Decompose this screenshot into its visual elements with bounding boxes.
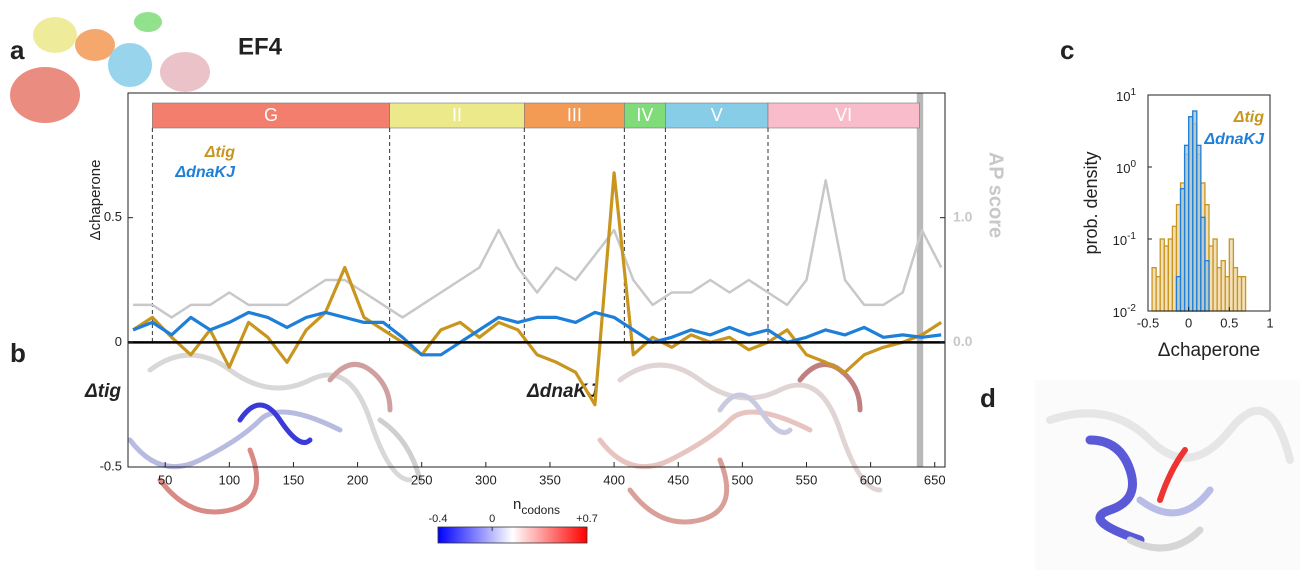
colorbar-label: -0.4 <box>429 513 448 525</box>
domain-bar <box>624 102 666 129</box>
domain-bar <box>524 102 625 129</box>
tick-base: 10 <box>1113 305 1127 320</box>
x-tick-label: 400 <box>603 472 625 487</box>
histogram-bar <box>1240 275 1247 312</box>
x-tick-label: 350 <box>539 472 561 487</box>
x-label-sub: codons <box>521 503 560 517</box>
x-tick-label: -0.5 <box>1137 315 1159 330</box>
plot-frame <box>1147 94 1271 312</box>
panel-label: c <box>1060 35 1074 65</box>
x-label-main: n <box>513 496 521 513</box>
panel-label: d <box>980 383 996 413</box>
structure-detail <box>1035 380 1300 570</box>
domain-label: III <box>567 105 582 125</box>
x-tick-label: 1 <box>1266 315 1273 330</box>
x-tick-label: 300 <box>475 472 497 487</box>
x-tick-label: 150 <box>283 472 305 487</box>
x-tick-label: 250 <box>411 472 433 487</box>
histogram-bar <box>1204 260 1210 312</box>
x-tick-label: 50 <box>158 472 172 487</box>
series-line <box>133 179 943 319</box>
series-line <box>132 171 943 407</box>
y2-tick-label: 1.0 <box>953 208 973 224</box>
tick-base: 10 <box>1116 161 1130 176</box>
x-tick-label: 450 <box>667 472 689 487</box>
domain-bar <box>665 102 769 129</box>
y-tick-label: 0 <box>115 334 122 349</box>
tick-exponent: 0 <box>1130 159 1136 170</box>
domain-label: IV <box>636 105 653 125</box>
tick-exponent: 1 <box>1130 87 1136 98</box>
legend-entry: ΔdnaKJ <box>1203 131 1265 148</box>
colorbar-label: 0 <box>489 513 495 525</box>
protein-thumbnail <box>10 12 210 123</box>
legend-entry: Δtig <box>1233 109 1265 126</box>
structure-label: Δtig <box>84 381 121 402</box>
y-tick-label: 100 <box>1116 159 1136 177</box>
protein-name: EF4 <box>238 33 283 60</box>
y2-tick-label: 0.0 <box>953 333 973 349</box>
legend-entry: ΔdnaKJ <box>174 164 236 181</box>
domain-bar <box>389 102 525 129</box>
domain-label: G <box>264 105 278 125</box>
y-tick-label: 0.5 <box>104 209 122 224</box>
tick-exponent: -1 <box>1127 231 1136 242</box>
tick-base: 10 <box>1116 89 1130 104</box>
domain-bar <box>767 102 920 129</box>
plot-frame <box>127 92 946 468</box>
colorbar <box>437 526 588 544</box>
x-tick-label: 650 <box>924 472 946 487</box>
y-axis-label: prob. density <box>1081 151 1101 254</box>
panel-label: a <box>10 35 25 65</box>
y-tick-label: -0.5 <box>100 458 122 473</box>
shaded-region <box>916 93 924 467</box>
domain-bar <box>152 102 390 129</box>
tick-base: 10 <box>1113 233 1127 248</box>
tick-exponent: -2 <box>1127 303 1136 314</box>
structure-tig <box>127 352 423 515</box>
colorbar-label: +0.7 <box>576 513 598 525</box>
x-tick-label: 100 <box>218 472 240 487</box>
x-tick-label: 0.5 <box>1220 315 1238 330</box>
x-tick-label: 0 <box>1185 315 1192 330</box>
domain-label: V <box>711 105 723 125</box>
y-tick-label: 10-2 <box>1113 303 1137 321</box>
x-axis-label: Δchaperone <box>1158 340 1261 361</box>
x-tick-label: 600 <box>860 472 882 487</box>
panel-label: b <box>10 338 26 368</box>
y-axis-label: Δchaperone <box>87 160 104 241</box>
series-line <box>132 310 942 357</box>
domain-label: II <box>452 105 462 125</box>
y-tick-label: 10-1 <box>1113 231 1137 249</box>
x-tick-label: 200 <box>347 472 369 487</box>
structure-dnakj <box>597 361 883 525</box>
structure-label: ΔdnaKJ <box>526 381 598 402</box>
y-tick-label: 101 <box>1116 87 1136 105</box>
x-tick-label: 550 <box>796 472 818 487</box>
y2-axis-label: AP score <box>985 152 1007 238</box>
domain-label: VI <box>835 105 852 125</box>
x-axis-label: ncodons <box>513 496 560 517</box>
legend-entry: Δtig <box>204 144 236 161</box>
x-tick-label: 500 <box>732 472 754 487</box>
